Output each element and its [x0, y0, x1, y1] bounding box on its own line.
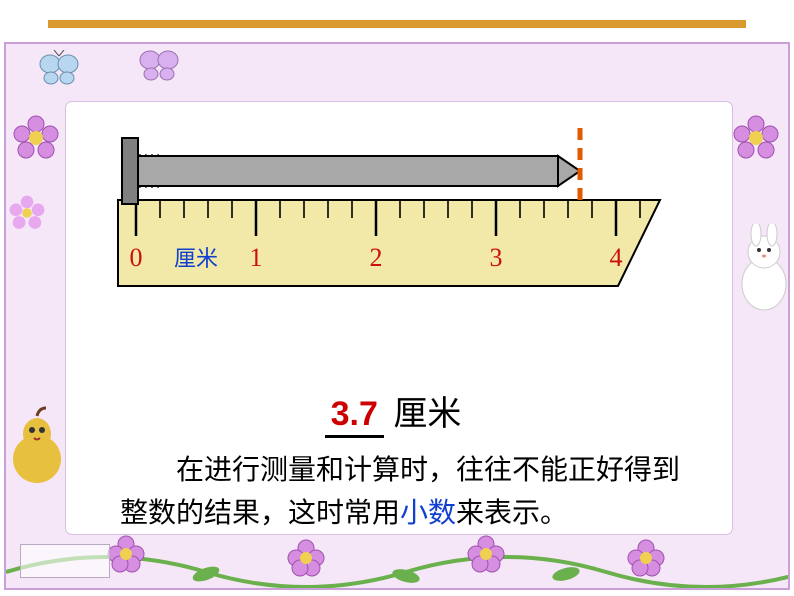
svg-text:2: 2: [370, 243, 383, 272]
flower-icon: [732, 114, 780, 162]
flower-icon: [8, 194, 46, 232]
measurement-result: 3.7 厘米: [134, 386, 652, 435]
pear-icon: [6, 404, 68, 484]
svg-text:4: 4: [610, 243, 623, 272]
ruler-diagram: 0 1 2 3 4 厘米: [106, 120, 692, 320]
flower-icon: [12, 114, 60, 162]
answer-unit: 厘米: [393, 395, 461, 433]
content-panel: 0 1 2 3 4 厘米 3.7 厘米 在进行测量和计算时，往往不能正好得到整数的结果，这…: [66, 102, 732, 534]
svg-text:3: 3: [490, 243, 503, 272]
bottom-decoration: [6, 532, 788, 588]
svg-text:0: 0: [130, 243, 143, 272]
answer-value: 3.7: [325, 395, 384, 438]
butterfly-icon: [136, 46, 182, 86]
explanation-text: 在进行测量和计算时，往往不能正好得到整数的结果，这时常用小数来表示。: [120, 448, 698, 535]
explain-part2: 来表示。: [456, 497, 568, 528]
explain-keyword: 小数: [400, 497, 456, 528]
accent-bar: [48, 20, 746, 28]
svg-text:厘米: 厘米: [174, 246, 218, 271]
page-number-box: [20, 544, 110, 578]
butterfly-icon: [36, 50, 82, 90]
decorative-frame: 0 1 2 3 4 厘米 3.7 厘米 在进行测量和计算时，往往不能正好得到整数的结果，这…: [4, 42, 790, 590]
bunny-icon: [734, 224, 790, 314]
top-decoration: [6, 44, 788, 100]
svg-text:1: 1: [250, 243, 263, 272]
